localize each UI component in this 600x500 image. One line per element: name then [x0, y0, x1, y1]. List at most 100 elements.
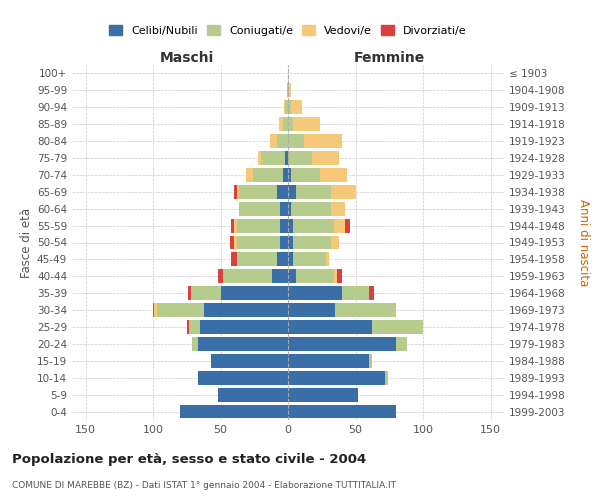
Bar: [286, 100, 288, 114]
Y-axis label: Anni di nascita: Anni di nascita: [577, 199, 590, 286]
Bar: [204, 303, 288, 317]
Bar: [180, 404, 288, 418]
Bar: [342, 286, 369, 300]
Text: Popolazione per età, sesso e stato civile - 2004: Popolazione per età, sesso e stato civil…: [12, 452, 366, 466]
Bar: [283, 168, 288, 182]
Bar: [344, 218, 350, 232]
Bar: [304, 134, 342, 148]
Bar: [288, 185, 296, 198]
Bar: [284, 100, 286, 114]
Bar: [293, 252, 326, 266]
Bar: [369, 354, 372, 368]
Bar: [288, 84, 289, 98]
Bar: [188, 286, 191, 300]
Bar: [197, 337, 288, 351]
Bar: [239, 202, 280, 215]
Bar: [334, 218, 344, 232]
Bar: [296, 270, 334, 283]
Bar: [283, 117, 288, 131]
Bar: [290, 168, 320, 182]
Bar: [271, 134, 277, 148]
Bar: [293, 236, 331, 250]
Bar: [288, 117, 293, 131]
Bar: [337, 270, 342, 283]
Bar: [277, 252, 288, 266]
Bar: [396, 337, 407, 351]
Bar: [261, 151, 286, 165]
Bar: [278, 117, 283, 131]
Bar: [277, 185, 288, 198]
Bar: [290, 202, 331, 215]
Bar: [296, 185, 331, 198]
Bar: [280, 218, 288, 232]
Bar: [272, 270, 288, 283]
Bar: [288, 388, 358, 402]
Bar: [253, 168, 283, 182]
Bar: [218, 270, 223, 283]
Bar: [223, 270, 272, 283]
Bar: [289, 84, 291, 98]
Bar: [288, 320, 372, 334]
Bar: [288, 151, 313, 165]
Bar: [288, 134, 304, 148]
Bar: [369, 286, 374, 300]
Bar: [288, 252, 293, 266]
Bar: [232, 252, 236, 266]
Text: COMUNE DI MAREBBE (BZ) - Dati ISTAT 1° gennaio 2004 - Elaborazione TUTTITALIA.IT: COMUNE DI MAREBBE (BZ) - Dati ISTAT 1° g…: [12, 481, 396, 490]
Bar: [246, 168, 253, 182]
Bar: [200, 320, 288, 334]
Bar: [287, 84, 288, 98]
Bar: [234, 218, 236, 232]
Bar: [230, 236, 234, 250]
Bar: [232, 218, 234, 232]
Bar: [326, 252, 329, 266]
Bar: [192, 337, 197, 351]
Bar: [293, 117, 320, 131]
Bar: [331, 236, 340, 250]
Bar: [236, 218, 280, 232]
Bar: [288, 236, 293, 250]
Bar: [288, 286, 342, 300]
Bar: [234, 185, 236, 198]
Bar: [331, 185, 355, 198]
Bar: [280, 202, 288, 215]
Bar: [190, 320, 200, 334]
Bar: [288, 100, 290, 114]
Bar: [286, 151, 288, 165]
Bar: [237, 185, 239, 198]
Bar: [288, 303, 335, 317]
Bar: [288, 202, 290, 215]
Bar: [320, 168, 347, 182]
Bar: [277, 134, 288, 148]
Bar: [288, 218, 293, 232]
Y-axis label: Fasce di età: Fasce di età: [20, 208, 33, 278]
Bar: [335, 303, 396, 317]
Bar: [385, 371, 388, 384]
Text: Femmine: Femmine: [353, 51, 425, 65]
Bar: [236, 252, 277, 266]
Bar: [197, 371, 288, 384]
Bar: [288, 270, 296, 283]
Bar: [191, 286, 221, 300]
Bar: [236, 236, 280, 250]
Bar: [154, 303, 157, 317]
Bar: [187, 320, 190, 334]
Bar: [153, 303, 154, 317]
Bar: [313, 151, 340, 165]
Bar: [290, 100, 302, 114]
Bar: [293, 218, 334, 232]
Bar: [211, 354, 288, 368]
Bar: [288, 371, 385, 384]
Bar: [288, 354, 369, 368]
Legend: Celibi/Nubili, Coniugati/e, Vedovi/e, Divorziati/e: Celibi/Nubili, Coniugati/e, Vedovi/e, Di…: [105, 21, 471, 40]
Bar: [221, 286, 288, 300]
Text: Maschi: Maschi: [160, 51, 214, 65]
Bar: [259, 151, 261, 165]
Bar: [239, 185, 277, 198]
Bar: [218, 388, 288, 402]
Bar: [157, 303, 204, 317]
Bar: [280, 236, 288, 250]
Bar: [372, 320, 423, 334]
Bar: [234, 236, 236, 250]
Bar: [288, 337, 396, 351]
